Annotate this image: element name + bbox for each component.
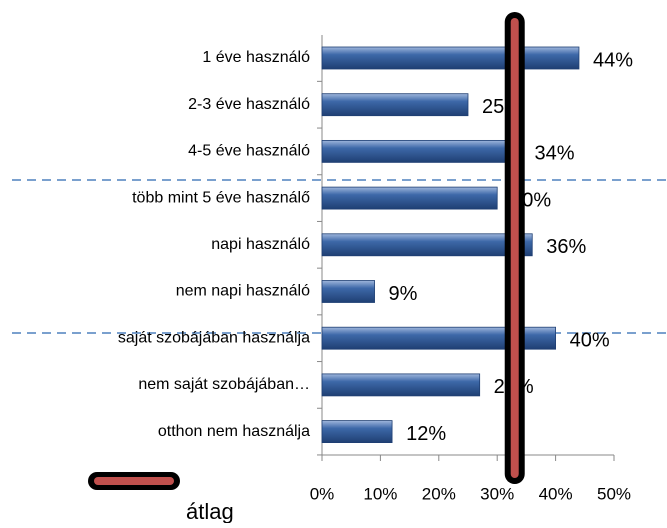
x-tick-label: 10% [363,484,397,503]
bar [321,186,498,210]
average-line-core [510,18,519,478]
bar [321,420,393,444]
y-tick-label: nem saját szobájában… [138,376,310,393]
y-tick-label: 2-3 éve használó [188,96,310,113]
bar [321,93,469,117]
bar [321,233,533,257]
y-tick-label: több mint 5 éve használő [132,189,310,206]
data-label: 34% [535,143,575,165]
x-tick-label: 0% [310,484,335,503]
x-tick-label: 30% [480,484,514,503]
x-tick-label: 40% [539,484,573,503]
data-label: 36% [546,236,586,258]
data-label: 44% [593,49,633,71]
data-label: 12% [406,423,446,445]
y-tick-label: saját szobájában használja [118,329,310,346]
legend-label: átlag [186,499,234,523]
y-tick-label: 1 éve használó [202,49,310,66]
y-tick-label: napi használó [211,236,310,253]
y-tick-label: nem napi használó [176,283,310,300]
bar [321,373,481,397]
data-label: 40% [570,329,610,351]
y-tick-label: otthon nem használja [158,423,310,440]
x-tick-label: 50% [597,484,631,503]
bar [321,326,557,350]
data-label: 9% [389,283,418,305]
legend-swatch-core [94,477,174,485]
y-tick-label: 4-5 éve használó [188,143,310,160]
bar [321,46,580,70]
bar [321,139,521,163]
bar [321,280,375,303]
x-tick-label: 20% [422,484,456,503]
